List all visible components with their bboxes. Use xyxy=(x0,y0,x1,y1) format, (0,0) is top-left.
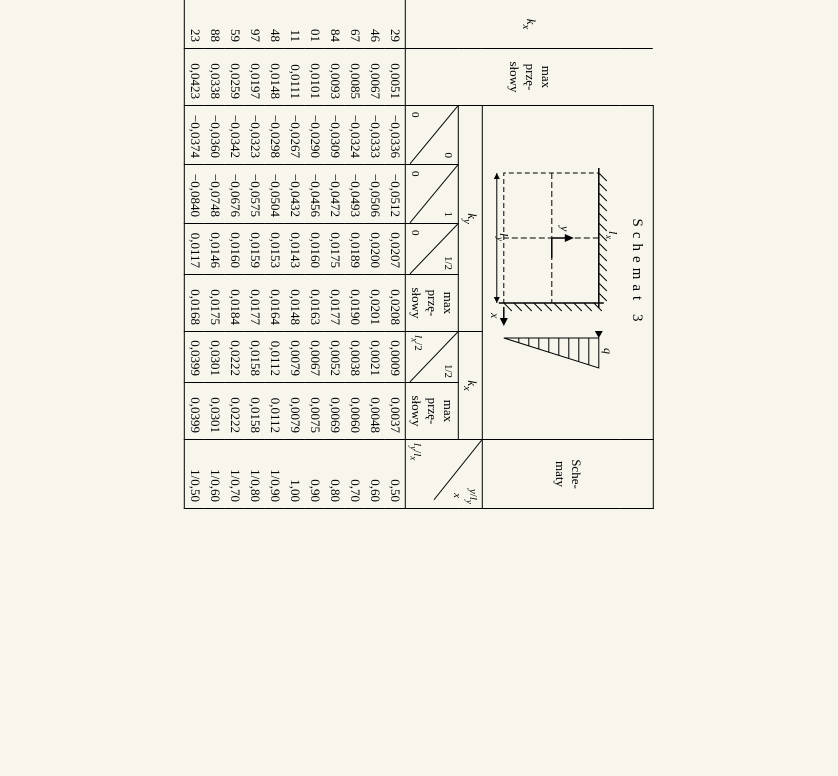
schemat-diagram: y lx ly x q xyxy=(489,113,619,433)
table-row: 840,0093−0,0309−0,04720,01750,01770,0052… xyxy=(325,0,345,509)
ky-col1-header: 0 0 xyxy=(406,106,459,165)
table-row: 880,0338−0,0360−0,07480,01460,01750,0301… xyxy=(205,0,225,509)
ky-col3-header: 1/2 0 xyxy=(406,224,459,275)
svg-text:y: y xyxy=(558,225,572,232)
schematy-header: Sche- maty xyxy=(482,440,653,509)
table-row: 970,0197−0,0323−0,05750,01590,01770,0158… xyxy=(245,0,265,509)
table-row: 230,0423−0,0374−0,08400,01170,01680,0399… xyxy=(185,0,206,509)
kx-group-header: kx xyxy=(459,332,483,440)
svg-text:y: y xyxy=(495,236,505,241)
svg-text:x: x xyxy=(604,234,614,239)
data-table: kx max przę- słowy Schemat 3 Sche- maty xyxy=(184,0,654,509)
ky-col2-header: 1 0 xyxy=(406,165,459,224)
data-rows: 290,0051−0,0336−0,05120,02070,02080,0009… xyxy=(185,0,406,509)
diagram-cell: y lx ly x q xyxy=(482,106,621,440)
svg-text:x: x xyxy=(489,312,502,319)
table-row: 460,0067−0,0333−0,05060,02000,02010,0021… xyxy=(365,0,385,509)
ky-max-header: max przę- słowy xyxy=(406,275,459,332)
partial-max-header: max przę- słowy xyxy=(406,49,654,106)
table-row: 590,0259−0,0342−0,06760,01600,01840,0222… xyxy=(225,0,245,509)
ratio-header: y/ly x ly/lx xyxy=(406,440,483,509)
schemat-title: Schemat 3 xyxy=(621,106,654,440)
table-row: 670,0085−0,0324−0,04930,01890,01900,0038… xyxy=(345,0,365,509)
partial-kx-header: kx xyxy=(406,0,654,49)
kx-max-header: max przę- słowy xyxy=(406,383,459,440)
table-row: 010,0101−0,0290−0,04560,01600,01630,0067… xyxy=(305,0,325,509)
kx-col1-header: 1/2 lx/2 xyxy=(406,332,459,383)
table-row: 290,0051−0,0336−0,05120,02070,02080,0009… xyxy=(385,0,406,509)
table-row: 480,0148−0,0298−0,05040,01530,01640,0112… xyxy=(265,0,285,509)
table-row: 110,0111−0,0267−0,04320,01430,01480,0079… xyxy=(285,0,305,509)
ky-group-header: ky xyxy=(459,106,483,332)
svg-text:q: q xyxy=(601,348,615,354)
